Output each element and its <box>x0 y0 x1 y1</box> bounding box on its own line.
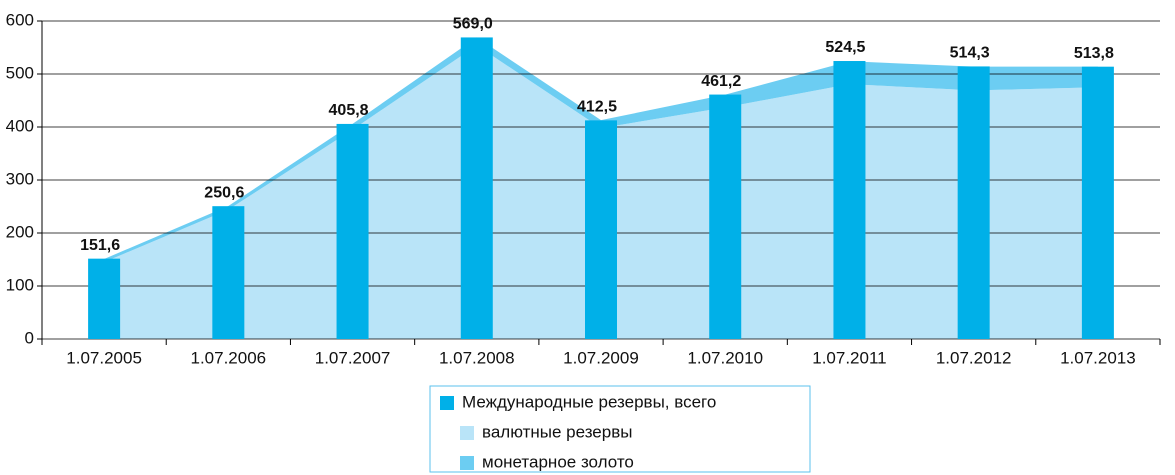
value-label: 514,3 <box>950 45 990 62</box>
y-tick-label: 600 <box>6 10 34 29</box>
bar <box>957 66 990 340</box>
value-label: 461,2 <box>701 73 741 90</box>
legend-box <box>429 385 811 473</box>
y-tick-label: 100 <box>6 275 34 294</box>
value-label: 524,5 <box>825 39 865 56</box>
bar <box>709 94 742 340</box>
legend-swatch <box>460 426 474 440</box>
y-tick-label: 0 <box>25 328 34 347</box>
x-tick-label: 1.07.2010 <box>687 348 763 367</box>
x-tick-label: 1.07.2008 <box>439 348 515 367</box>
x-tick-label: 1.07.2012 <box>936 348 1012 367</box>
legend-swatch <box>440 396 454 410</box>
bar <box>1081 66 1114 339</box>
y-tick-label: 400 <box>6 116 34 135</box>
x-tick-label: 1.07.2013 <box>1060 348 1136 367</box>
x-tick-label: 1.07.2005 <box>66 348 142 367</box>
value-label: 569,0 <box>453 16 493 33</box>
legend-swatch <box>460 456 474 470</box>
bar <box>833 61 866 339</box>
x-tick-label: 1.07.2009 <box>563 348 639 367</box>
x-tick-label: 1.07.2007 <box>315 348 391 367</box>
bar <box>585 120 617 339</box>
legend-label: валютные резервы <box>482 422 632 441</box>
value-label: 250,6 <box>204 184 244 201</box>
x-tick-label: 1.07.2011 <box>812 348 886 367</box>
bar <box>336 123 369 340</box>
y-tick-label: 200 <box>6 222 34 241</box>
y-tick-label: 500 <box>6 63 34 82</box>
bar <box>460 37 493 340</box>
value-label: 405,8 <box>329 102 369 119</box>
value-label: 513,8 <box>1074 45 1114 62</box>
value-label: 151,6 <box>80 237 120 254</box>
value-label: 412,5 <box>577 99 617 116</box>
bar <box>212 206 245 339</box>
legend-label: Международные резервы, всего <box>462 392 716 411</box>
y-tick-label: 300 <box>6 169 34 188</box>
legend-label: монетарное золото <box>482 452 634 471</box>
bar <box>88 258 121 339</box>
x-tick-label: 1.07.2006 <box>191 348 267 367</box>
